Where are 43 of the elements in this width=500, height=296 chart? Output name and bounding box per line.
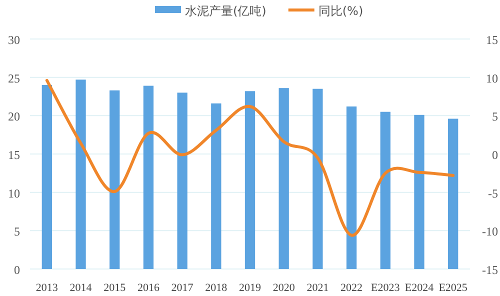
y-tick-label: 30 xyxy=(8,33,20,47)
bar xyxy=(380,112,390,269)
bar xyxy=(414,114,424,269)
y2-tick-label: 5 xyxy=(492,110,498,124)
bar xyxy=(143,86,154,269)
bar xyxy=(244,91,256,269)
y-tick-label: 5 xyxy=(14,224,20,239)
y-tick-label: 25 xyxy=(8,71,20,86)
x-tick-label: 2016 xyxy=(137,282,160,294)
x-tick-label: 2021 xyxy=(306,282,329,294)
x-tick-label: E2023 xyxy=(371,282,400,294)
y2-tick-label: -5 xyxy=(488,186,498,200)
x-tick-label: E2024 xyxy=(404,282,434,294)
bar xyxy=(211,103,222,269)
line-series xyxy=(45,78,455,237)
x-tick-label: 2019 xyxy=(239,282,262,294)
y2-tick-label: -10 xyxy=(482,224,498,239)
bar xyxy=(312,88,323,269)
y-tick-label: 10 xyxy=(8,186,20,200)
x-tick-label: 2022 xyxy=(340,282,363,294)
y2-tick-label: 10 xyxy=(486,71,498,86)
x-tick-label: 2013 xyxy=(36,282,58,294)
legend-label: 同比(%) xyxy=(318,4,364,18)
y-tick-label: 15 xyxy=(8,148,20,162)
y-tick-label: 20 xyxy=(8,110,20,124)
legend-label: 水泥产量(亿吨) xyxy=(185,4,266,18)
y2-tick-label: 15 xyxy=(486,33,498,47)
bar xyxy=(346,106,357,269)
x-tick-label: 2015 xyxy=(104,282,126,294)
y2-tick-label: -15 xyxy=(482,263,498,277)
bar xyxy=(110,90,120,269)
bar xyxy=(76,80,86,269)
bar xyxy=(42,85,52,269)
y2-tick-label: 0 xyxy=(492,148,498,162)
y-tick-label: 0 xyxy=(14,263,20,277)
x-tick-label: 2017 xyxy=(171,282,194,294)
bar xyxy=(177,92,188,269)
x-tick-label: 2020 xyxy=(272,282,296,294)
x-tick-label: 2014 xyxy=(70,282,92,294)
x-tick-label: 2018 xyxy=(205,282,228,294)
bar xyxy=(448,118,458,269)
x-tick-label: E2025 xyxy=(438,282,468,294)
bar xyxy=(278,88,289,269)
